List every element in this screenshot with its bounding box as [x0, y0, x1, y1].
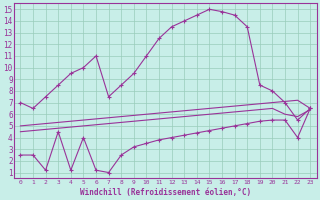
- X-axis label: Windchill (Refroidissement éolien,°C): Windchill (Refroidissement éolien,°C): [80, 188, 251, 197]
